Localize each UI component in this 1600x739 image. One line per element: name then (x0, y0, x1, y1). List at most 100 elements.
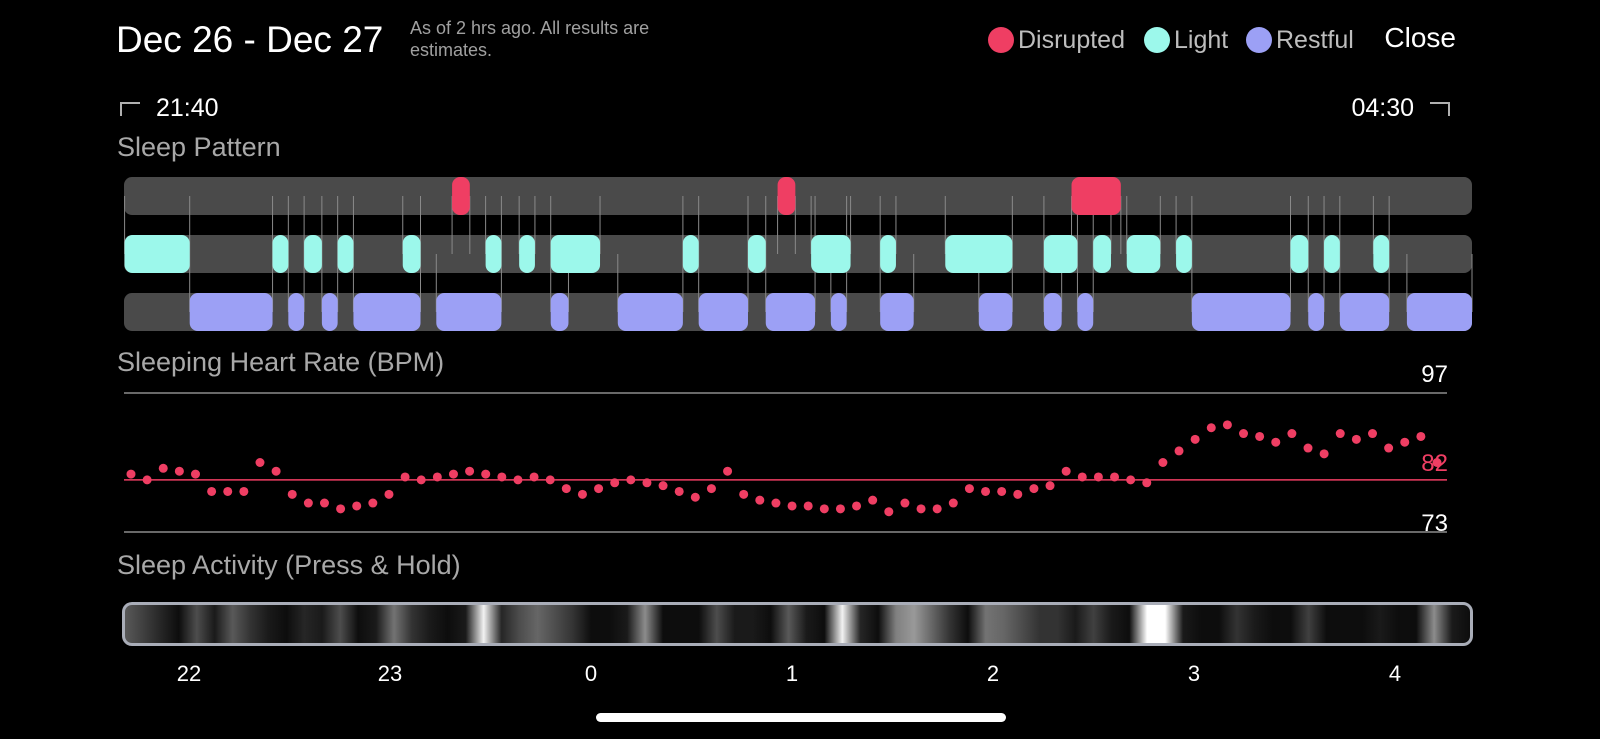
hr-data-point (303, 498, 313, 508)
estimate-note: As of 2 hrs ago. All results are estimat… (410, 18, 650, 60)
hr-data-point (577, 489, 587, 499)
hr-data-point (336, 504, 346, 514)
hr-data-point (207, 486, 217, 496)
end-time-label: 04:30 (1351, 94, 1414, 122)
sleep-activity-bar[interactable] (122, 602, 1473, 646)
light-segment (1373, 235, 1390, 273)
restful-segment (617, 293, 683, 331)
hr-data-point (755, 495, 765, 505)
restful-segment (1308, 293, 1325, 331)
hr-data-point (158, 463, 168, 473)
hr-data-point (706, 484, 716, 494)
hr-data-point (1432, 458, 1442, 467)
right-bracket-icon (1430, 102, 1450, 117)
hr-data-point (287, 489, 297, 499)
hr-data-point (964, 484, 974, 494)
hr-data-point (126, 469, 136, 479)
light-segment (124, 235, 190, 273)
hr-data-point (271, 466, 281, 476)
hr-data-point (1045, 481, 1055, 491)
disrupted-segment (1071, 177, 1121, 215)
hr-data-point (997, 486, 1007, 496)
hr-data-point (626, 475, 636, 485)
restful-segment (830, 293, 847, 331)
hr-data-point (1158, 458, 1168, 467)
light-segment (1324, 235, 1340, 273)
close-button[interactable]: Close (1384, 22, 1456, 53)
restful-segment (698, 293, 748, 331)
light-segment (747, 235, 766, 273)
restful-segment (436, 293, 502, 331)
hr-data-point (352, 501, 362, 511)
time-axis-tick: 2 (986, 661, 1000, 686)
hr-data-point (1093, 472, 1103, 482)
hr-data-point (819, 504, 829, 514)
restful-segment (1191, 293, 1291, 331)
time-axis-tick: 22 (176, 661, 202, 686)
hr-data-point (674, 486, 684, 496)
hr-data-point (1061, 466, 1071, 476)
light-segment (811, 235, 851, 273)
heart-rate-title: Sleeping Heart Rate (BPM) (117, 347, 445, 377)
disrupted-track (124, 177, 1472, 215)
hr-data-point (384, 489, 394, 499)
light-segment (1043, 235, 1078, 273)
hr-data-point (1319, 449, 1329, 459)
hr-data-point (948, 498, 958, 508)
hr-data-point (1110, 472, 1120, 482)
restful-segment (321, 293, 338, 331)
time-axis-tick: 23 (377, 661, 403, 686)
legend-light-label: Light (1174, 25, 1229, 54)
hr-data-point (1384, 443, 1394, 453)
light-segment (1126, 235, 1161, 273)
hr-data-point (739, 489, 749, 499)
restful-segment (880, 293, 914, 331)
hr-data-point (1190, 434, 1200, 444)
hr-data-point (529, 472, 539, 482)
hr-data-point (1013, 489, 1023, 499)
light-segment (337, 235, 354, 273)
restful-segment (765, 293, 816, 331)
hr-data-point (223, 486, 233, 496)
hr-data-point (1174, 446, 1184, 456)
hr-data-point (174, 466, 184, 476)
hr-data-point (723, 466, 733, 476)
light-segment (519, 235, 535, 273)
disrupted-segment (777, 177, 796, 215)
light-segment (1176, 235, 1192, 273)
legend-light: Light (1144, 25, 1228, 55)
hr-data-point (932, 504, 942, 514)
legend-restful-label: Restful (1276, 25, 1354, 54)
light-segment (945, 235, 1013, 273)
disrupted-segment (452, 177, 470, 215)
hr-data-point (319, 498, 329, 508)
hr-data-point (594, 484, 604, 494)
hr-data-point (771, 498, 781, 508)
restful-segment (189, 293, 273, 331)
hr-data-point (610, 478, 620, 488)
hr-data-point (1368, 429, 1378, 439)
home-indicator[interactable] (596, 713, 1006, 722)
sleep-pattern-chart[interactable] (0, 170, 1600, 335)
hr-data-point (400, 472, 410, 482)
hr-data-point (1287, 429, 1297, 439)
hr-data-point (1206, 423, 1216, 433)
restful-segment (978, 293, 1013, 331)
hr-data-point (481, 469, 491, 479)
hr-data-point (1303, 443, 1313, 453)
hr-data-point (900, 498, 910, 508)
hr-data-point (513, 475, 523, 485)
light-segment (272, 235, 289, 273)
hr-data-point (561, 484, 571, 494)
hr-data-point (255, 458, 265, 467)
hr-data-point (190, 469, 200, 479)
time-axis-tick: 3 (1187, 661, 1201, 686)
start-time-label: 21:40 (156, 94, 219, 122)
hr-data-point (497, 472, 507, 482)
light-segment (880, 235, 896, 273)
hr-data-point (1239, 429, 1249, 439)
hr-data-point (916, 504, 926, 514)
start-time-marker: 21:40 (120, 94, 219, 123)
hr-data-point (803, 501, 813, 511)
light-track (124, 235, 1472, 273)
